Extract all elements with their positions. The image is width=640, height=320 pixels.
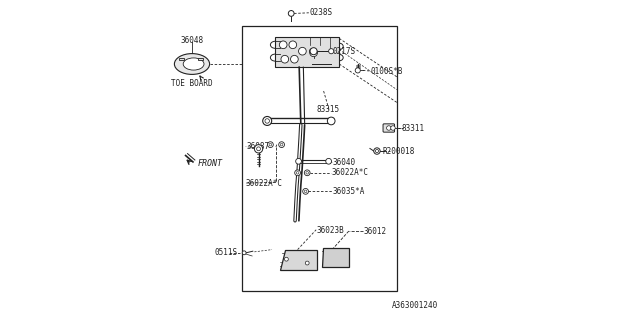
Circle shape: [268, 142, 273, 148]
Text: 36087: 36087: [246, 142, 269, 151]
Text: FRONT: FRONT: [198, 159, 223, 168]
Text: 36012: 36012: [364, 227, 387, 236]
Text: 36035*A: 36035*A: [333, 188, 365, 196]
Circle shape: [265, 119, 269, 123]
Circle shape: [390, 126, 396, 130]
Text: TOE BOARD: TOE BOARD: [171, 79, 213, 88]
Circle shape: [326, 158, 332, 164]
Ellipse shape: [174, 53, 210, 75]
Circle shape: [296, 158, 301, 164]
Polygon shape: [280, 250, 317, 270]
Text: 36048: 36048: [180, 36, 204, 44]
Circle shape: [305, 261, 309, 265]
FancyBboxPatch shape: [383, 124, 394, 132]
Circle shape: [257, 147, 260, 151]
Circle shape: [298, 47, 306, 55]
Circle shape: [310, 49, 315, 54]
Circle shape: [303, 188, 308, 194]
Circle shape: [310, 48, 317, 55]
Text: 0511S: 0511S: [214, 248, 237, 257]
Circle shape: [269, 143, 271, 146]
Circle shape: [305, 170, 310, 176]
Text: 83315: 83315: [317, 105, 340, 114]
Text: 36040: 36040: [333, 158, 356, 167]
Circle shape: [355, 68, 360, 73]
Text: 36022A*C: 36022A*C: [332, 168, 368, 177]
Circle shape: [288, 11, 294, 16]
Circle shape: [291, 55, 298, 63]
Text: 0217S: 0217S: [333, 47, 356, 56]
Circle shape: [279, 142, 285, 148]
Circle shape: [280, 41, 287, 49]
Polygon shape: [179, 58, 184, 60]
Circle shape: [306, 172, 308, 174]
Text: 0100S*B: 0100S*B: [371, 67, 403, 76]
Text: 36023B: 36023B: [317, 226, 344, 235]
Circle shape: [284, 257, 288, 261]
Circle shape: [281, 55, 289, 63]
Polygon shape: [322, 248, 349, 267]
Circle shape: [374, 148, 380, 154]
Text: 83311: 83311: [402, 124, 425, 133]
Circle shape: [310, 49, 317, 57]
Polygon shape: [198, 58, 204, 60]
Text: R200018: R200018: [383, 147, 415, 156]
Circle shape: [295, 170, 301, 176]
Circle shape: [262, 116, 272, 125]
Circle shape: [328, 117, 335, 125]
Polygon shape: [242, 26, 397, 291]
Text: 0238S: 0238S: [310, 8, 333, 17]
Circle shape: [243, 251, 246, 255]
Ellipse shape: [183, 58, 204, 70]
Text: 36022A*C: 36022A*C: [246, 179, 283, 188]
Text: A363001240: A363001240: [392, 301, 438, 310]
Polygon shape: [275, 37, 339, 67]
Circle shape: [375, 149, 379, 153]
Circle shape: [387, 126, 391, 130]
Circle shape: [255, 145, 263, 153]
Circle shape: [296, 172, 299, 174]
Circle shape: [329, 49, 334, 54]
Circle shape: [289, 41, 296, 49]
Circle shape: [280, 143, 283, 146]
Circle shape: [305, 190, 307, 193]
